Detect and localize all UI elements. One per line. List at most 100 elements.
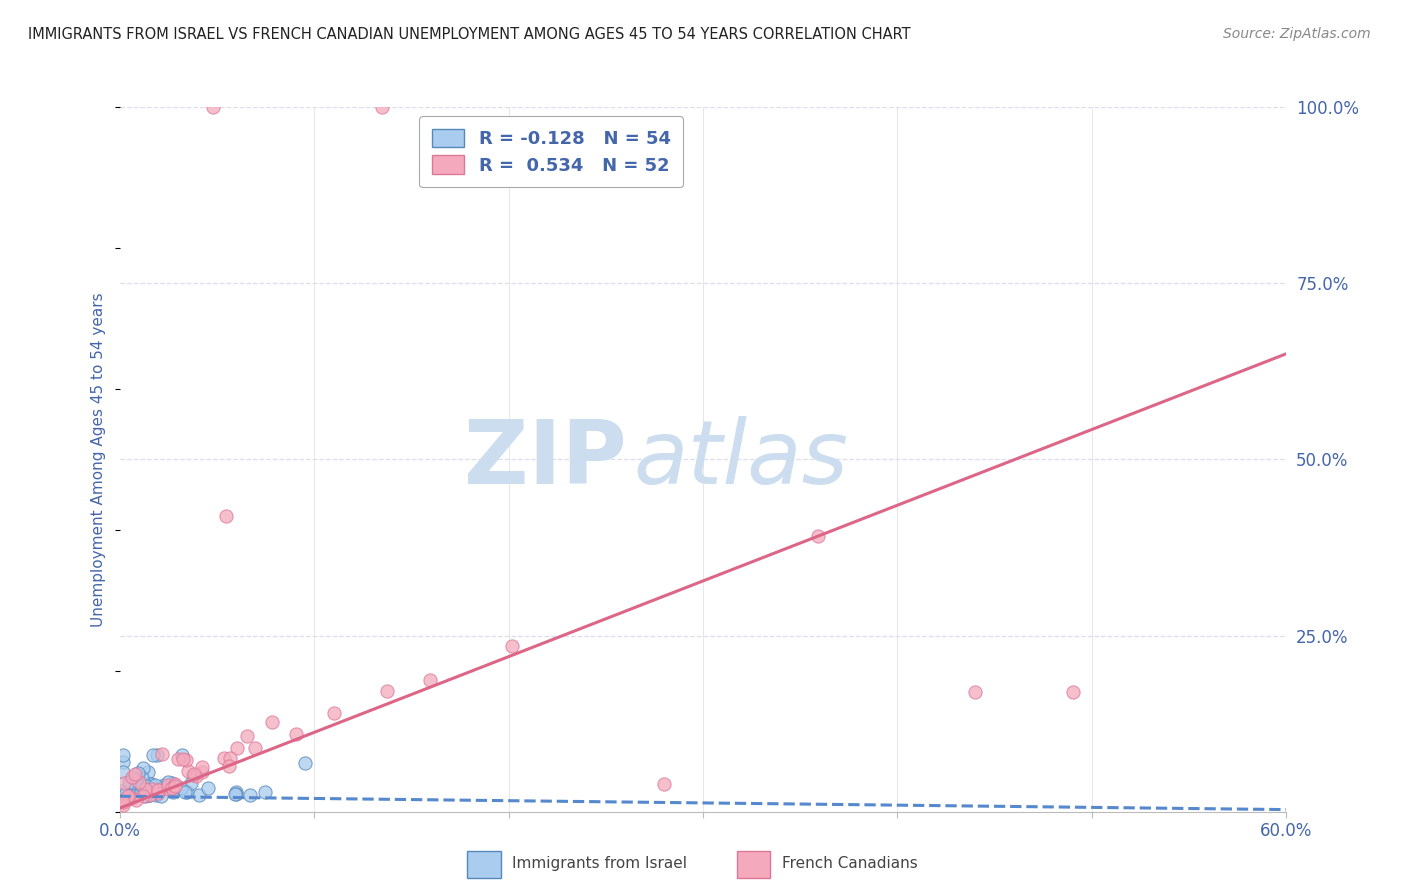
Point [160, 776, 183, 790]
Point [162, 780, 184, 795]
Point [371, 100, 394, 114]
Point [239, 788, 262, 802]
Point [138, 787, 160, 801]
Point [141, 782, 163, 797]
Point [125, 773, 148, 788]
Text: atlas: atlas [633, 417, 848, 502]
Point [225, 741, 247, 756]
Point [128, 775, 150, 789]
Point [121, 791, 143, 805]
Point [112, 748, 135, 763]
Point [127, 765, 149, 780]
Point [153, 778, 176, 792]
Point [146, 786, 169, 800]
Point [243, 741, 266, 756]
Point [148, 782, 170, 797]
Point [218, 751, 240, 765]
Point [111, 764, 134, 779]
Point [131, 784, 153, 798]
Point [112, 755, 135, 769]
Point [131, 771, 153, 785]
Point [146, 782, 169, 797]
Point [135, 779, 157, 793]
Point [191, 760, 214, 774]
Bar [467, 851, 501, 878]
Point [117, 792, 139, 806]
Point [212, 751, 235, 765]
Point [187, 788, 209, 802]
Point [156, 778, 179, 792]
Point [236, 730, 259, 744]
Point [1062, 685, 1084, 699]
Point [138, 789, 160, 803]
Point [201, 100, 224, 114]
Point [375, 684, 398, 698]
Point [145, 778, 167, 792]
Point [114, 793, 136, 807]
Point [157, 781, 180, 796]
Point [129, 784, 152, 798]
Point [165, 779, 187, 793]
Point [132, 761, 155, 775]
Point [149, 789, 172, 804]
Point [162, 785, 184, 799]
Point [166, 752, 188, 766]
Point [114, 791, 136, 805]
Text: IMMIGRANTS FROM ISRAEL VS FRENCH CANADIAN UNEMPLOYMENT AMONG AGES 45 TO 54 YEARS: IMMIGRANTS FROM ISRAEL VS FRENCH CANADIA… [28, 27, 911, 42]
Point [131, 779, 153, 793]
Point [134, 789, 156, 803]
Point [218, 758, 240, 772]
Point [146, 748, 169, 763]
Point [215, 508, 238, 523]
Point [965, 685, 987, 699]
Text: ZIP: ZIP [464, 416, 627, 503]
Y-axis label: Unemployment Among Ages 45 to 54 years: Unemployment Among Ages 45 to 54 years [91, 292, 107, 627]
Point [254, 785, 277, 799]
Point [110, 784, 132, 798]
Point [419, 673, 441, 687]
Point [124, 772, 146, 786]
Point [125, 793, 148, 807]
Point [176, 753, 198, 767]
Point [191, 765, 214, 780]
Point [145, 788, 167, 802]
Point [135, 781, 157, 796]
Bar [737, 851, 770, 878]
Point [121, 770, 143, 784]
Point [139, 777, 162, 791]
Point [652, 776, 675, 790]
Point [124, 789, 146, 803]
Point [150, 747, 173, 762]
Point [139, 788, 162, 802]
Point [323, 706, 346, 720]
Point [163, 777, 186, 791]
Point [148, 786, 170, 800]
Point [183, 766, 205, 780]
Point [132, 789, 155, 804]
Point [138, 788, 160, 802]
Point [124, 767, 146, 781]
Point [111, 797, 134, 812]
Text: French Canadians: French Canadians [782, 855, 918, 871]
Text: Immigrants from Israel: Immigrants from Israel [512, 855, 686, 871]
Point [176, 785, 198, 799]
Point [115, 786, 138, 800]
Text: Source: ZipAtlas.com: Source: ZipAtlas.com [1223, 27, 1371, 41]
Point [170, 780, 193, 795]
Point [294, 756, 316, 770]
Point [224, 787, 246, 801]
Point [111, 795, 134, 809]
Point [117, 789, 139, 803]
Point [197, 780, 219, 795]
Point [118, 775, 141, 789]
Point [225, 785, 247, 799]
Point [134, 781, 156, 796]
Point [172, 752, 194, 766]
Point [170, 748, 193, 763]
Point [139, 777, 162, 791]
Point [501, 639, 523, 653]
Point [262, 715, 284, 730]
Point [163, 782, 186, 797]
Point [807, 529, 830, 543]
Point [121, 788, 143, 802]
